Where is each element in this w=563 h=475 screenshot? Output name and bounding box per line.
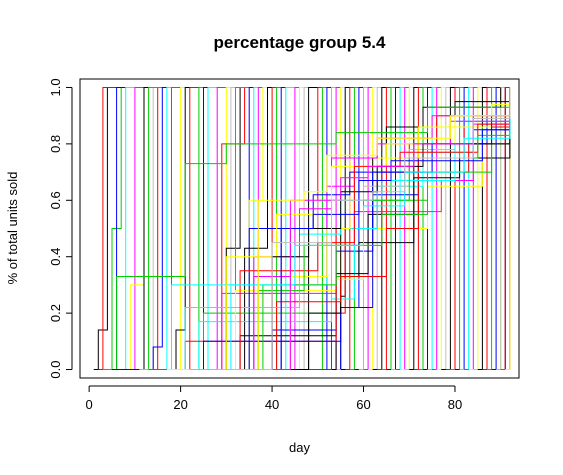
series-line-90 — [505, 87, 511, 370]
x-axis: 0 20 40 60 80 — [86, 385, 462, 412]
y-tick-label: 0.0 — [48, 360, 63, 378]
series-line-119 — [226, 87, 511, 370]
y-axis: 0.0 0.2 0.4 0.6 0.8 1.0 — [48, 78, 73, 379]
x-tick-label: 60 — [356, 397, 370, 412]
y-tick-label: 0.2 — [48, 304, 63, 322]
y-tick-label: 1.0 — [48, 78, 63, 96]
y-tick-label: 0.6 — [48, 191, 63, 209]
series-line-120 — [217, 87, 511, 370]
y-tick-label: 0.8 — [48, 135, 63, 153]
x-tick-label: 40 — [265, 397, 279, 412]
x-tick-label: 80 — [448, 397, 462, 412]
x-tick-label: 0 — [86, 397, 93, 412]
y-axis-label: % of total units sold — [5, 172, 20, 285]
series-line-116 — [244, 87, 511, 370]
y-tick-label: 0.4 — [48, 248, 63, 266]
plot-border — [79, 78, 520, 379]
chart-title: percentage group 5.4 — [214, 33, 386, 52]
series-line-117 — [189, 87, 511, 370]
series-line-114 — [203, 87, 511, 370]
series-line-100 — [102, 87, 511, 370]
x-tick-label: 20 — [173, 397, 187, 412]
plot-area — [93, 87, 511, 370]
x-axis-label: day — [289, 440, 310, 455]
